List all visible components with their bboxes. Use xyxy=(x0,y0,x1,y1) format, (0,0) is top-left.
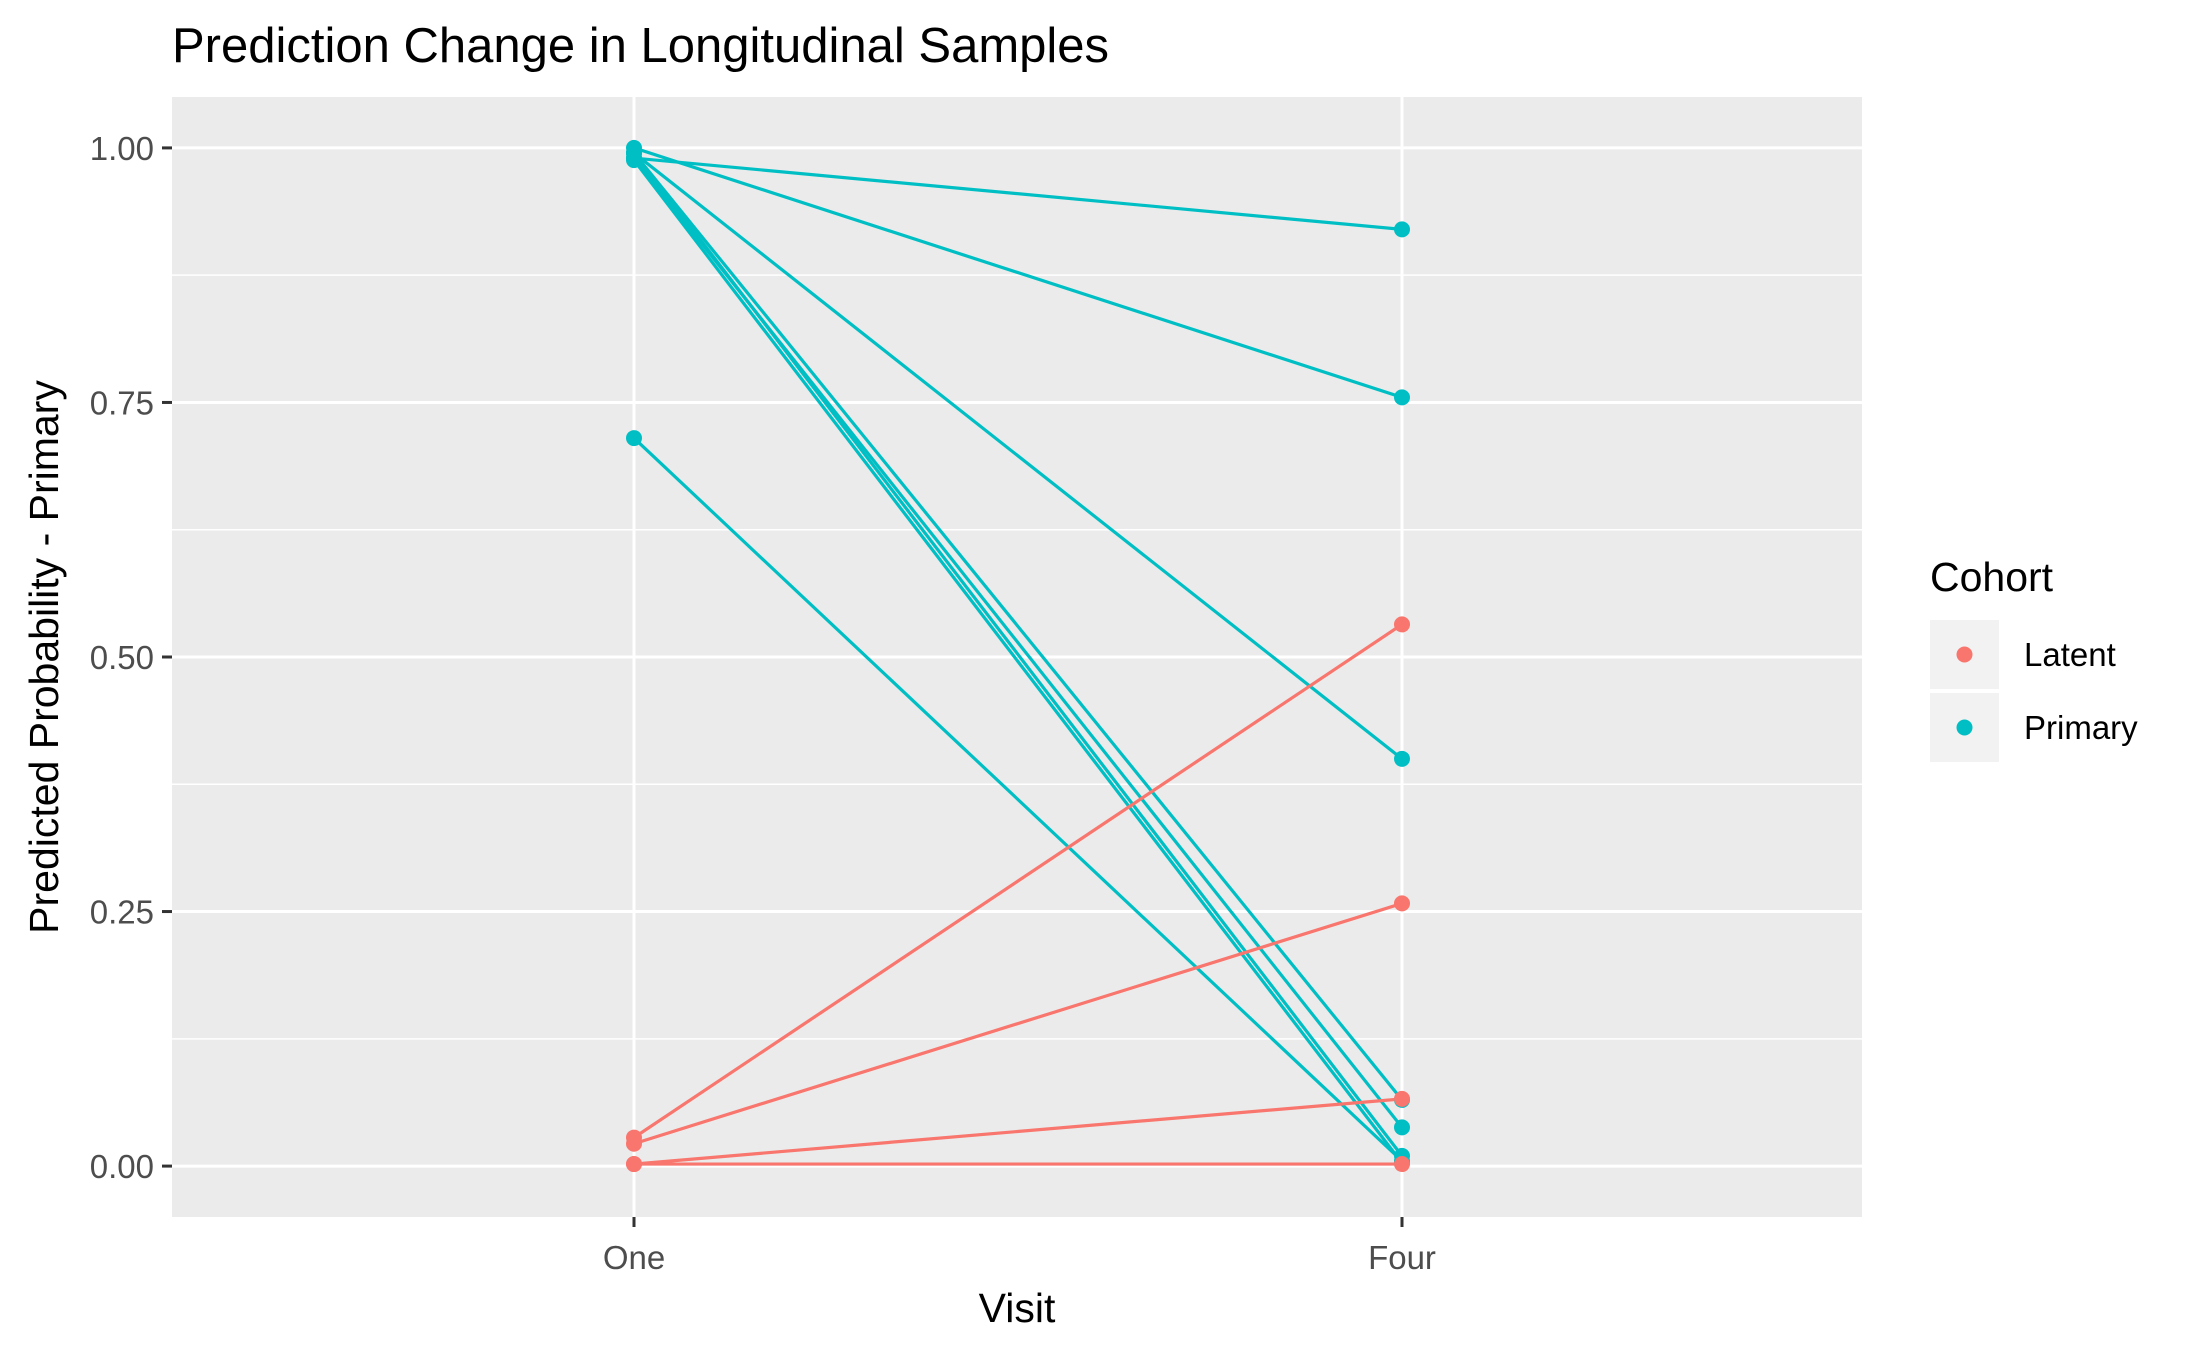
legend-swatch-primary xyxy=(1956,719,1973,736)
y-tick-label: 1.00 xyxy=(90,130,154,167)
y-tick-label: 0.25 xyxy=(90,894,154,931)
y-tick-label: 0.50 xyxy=(90,639,154,676)
y-axis: 0.00 0.25 0.50 0.75 1.00 xyxy=(90,130,172,1185)
x-axis: One Four xyxy=(603,1217,1436,1276)
data-point-primary xyxy=(1394,1119,1410,1136)
series-line-latent xyxy=(633,901,1403,1146)
series-line-primary xyxy=(633,146,1403,399)
x-tick-label: One xyxy=(603,1239,665,1276)
legend-title: Cohort xyxy=(1930,554,2054,600)
series-line-latent xyxy=(633,623,1403,1139)
data-point-primary xyxy=(1394,750,1410,767)
chart-title: Prediction Change in Longitudinal Sample… xyxy=(172,19,1109,73)
data-point-latent xyxy=(626,1156,642,1173)
legend: Cohort Latent Primary xyxy=(1930,554,2138,762)
data-point-latent xyxy=(626,1135,642,1152)
data-point-primary xyxy=(1394,221,1410,238)
series-line-primary xyxy=(632,436,1404,1163)
y-tick-label: 0.75 xyxy=(90,384,154,421)
y-axis-title: Predicted Probability - Primary xyxy=(21,380,67,934)
legend-label-latent: Latent xyxy=(2024,636,2116,673)
grid xyxy=(172,97,1862,1217)
series-line-primary xyxy=(633,151,1403,761)
series-lines xyxy=(632,146,1404,1166)
series-line-primary xyxy=(633,156,1403,231)
series-line-latent xyxy=(633,1097,1403,1166)
legend-label-primary: Primary xyxy=(2024,709,2138,746)
x-tick-label: Four xyxy=(1368,1239,1436,1276)
series-points xyxy=(626,139,1410,1173)
legend-swatch-latent xyxy=(1956,646,1973,663)
data-point-latent xyxy=(1394,1090,1410,1107)
x-axis-title: Visit xyxy=(979,1285,1056,1331)
data-point-latent xyxy=(1394,616,1410,633)
data-point-primary xyxy=(626,152,642,169)
y-tick-label: 0.00 xyxy=(90,1148,154,1185)
data-point-primary xyxy=(626,430,642,447)
data-point-latent xyxy=(1394,1156,1410,1173)
series-line-primary xyxy=(632,152,1404,1157)
data-point-primary xyxy=(1394,389,1410,406)
series-line-primary xyxy=(632,159,1404,1165)
data-point-latent xyxy=(1394,895,1410,912)
